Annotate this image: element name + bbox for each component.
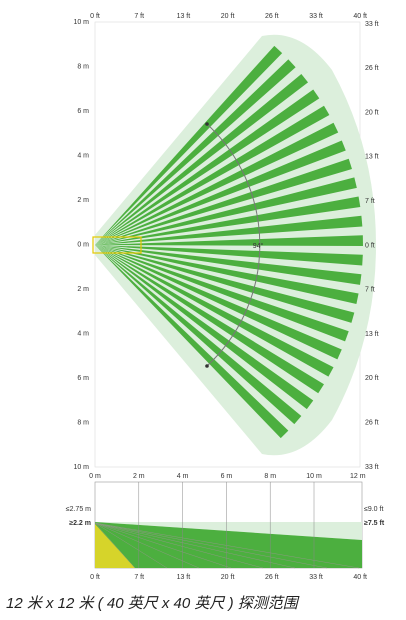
side-bottom-label: 13 ft [177,574,191,581]
side-ray [94,522,136,569]
left-axis-label: 4 m [77,330,89,337]
side-top-label: 2 m [133,473,145,480]
left-axis-label: 2 m [77,197,89,204]
ray [95,245,289,439]
side-bottom-label: 33 ft [309,574,323,581]
origin-zone [92,236,142,254]
side-right-label: ≥7.5 ft [364,520,385,527]
ray [95,73,309,245]
top-axis-label: 26 ft [265,13,279,20]
ray [95,140,346,245]
right-axis-label: 13 ft [365,154,379,161]
side-ray [94,522,296,569]
top-axis-label: 0 ft [90,13,100,20]
side-ray [94,522,168,569]
side-right-label: ≤9.0 ft [364,506,383,513]
ray [95,245,324,394]
arc-end [205,122,209,126]
side-ray [94,522,232,569]
ray [95,235,363,246]
right-axis-label: 7 ft [365,198,375,205]
left-axis-label: 4 m [77,152,89,159]
left-axis-label: 10 m [73,19,89,26]
left-axis-label: 8 m [77,63,89,70]
side-top-label: 6 m [221,473,233,480]
right-axis-label: 26 ft [365,65,379,72]
ray [95,59,296,246]
side-top-label: 12 m [350,473,366,480]
side-top-label: 8 m [264,473,276,480]
right-axis-label: 33 ft [365,464,379,471]
right-axis-label: 33 ft [365,21,379,28]
arc-end [205,364,209,368]
angle-arc [206,123,261,367]
side-view [94,481,363,569]
side-top-label: 4 m [177,473,189,480]
ray [95,245,314,410]
side-bottom-label: 20 ft [221,574,235,581]
side-bottom-label: 7 ft [134,574,144,581]
side-ray [94,522,200,569]
left-axis-label: 10 m [73,464,89,471]
ray [95,245,349,342]
ray [95,245,363,266]
right-axis-label: 13 ft [365,331,379,338]
top-axis-label: 7 ft [134,13,144,20]
side-bottom-label: 26 ft [265,574,279,581]
top-axis-label: 13 ft [177,13,191,20]
angle-label: 94° [253,242,264,250]
side-ray [94,522,328,569]
ray [95,215,363,245]
ray [95,45,283,245]
left-axis-label: 6 m [77,375,89,382]
ray [95,89,320,245]
side-top-label: 10 m [306,473,322,480]
right-axis-label: 26 ft [365,420,379,427]
ray [95,245,362,285]
side-left-label: ≤2.75 m [66,506,91,513]
side-top-label: 0 m [89,473,101,480]
ray [95,245,359,305]
left-axis-label: 0 m [77,241,89,248]
right-axis-label: 0 ft [365,242,375,249]
right-axis-label: 20 ft [365,109,379,116]
ray [95,245,302,425]
ray [95,177,357,245]
side-bottom-label: 0 ft [90,574,100,581]
diagram: 94° 0 ft 7 ft 13 ft 20 ft 26 ft 33 ft 40 ft10 … [66,13,385,581]
ray [95,245,334,377]
ray [95,245,355,323]
left-axis-label: 8 m [77,419,89,426]
top-axis-label: 40 ft [353,13,367,20]
right-axis-label: 7 ft [365,287,375,294]
top-axis-label: 20 ft [221,13,235,20]
rays [95,45,363,439]
top-axis-label: 33 ft [309,13,323,20]
right-axis-label: 20 ft [365,375,379,382]
left-axis-label: 6 m [77,108,89,115]
caption: 12 米 x 12 米 ( 40 英尺 x 40 英尺 ) 探测范围 [6,595,298,612]
ray [95,158,352,245]
ray [95,122,339,245]
left-axis-label: 2 m [77,286,89,293]
ray [95,245,342,360]
ray [95,105,330,246]
side-zone [95,522,362,568]
side-left-label: ≥2.2 m [69,520,91,527]
ray [95,196,361,245]
side-bottom-label: 40 ft [353,574,367,581]
side-ray [94,522,264,569]
